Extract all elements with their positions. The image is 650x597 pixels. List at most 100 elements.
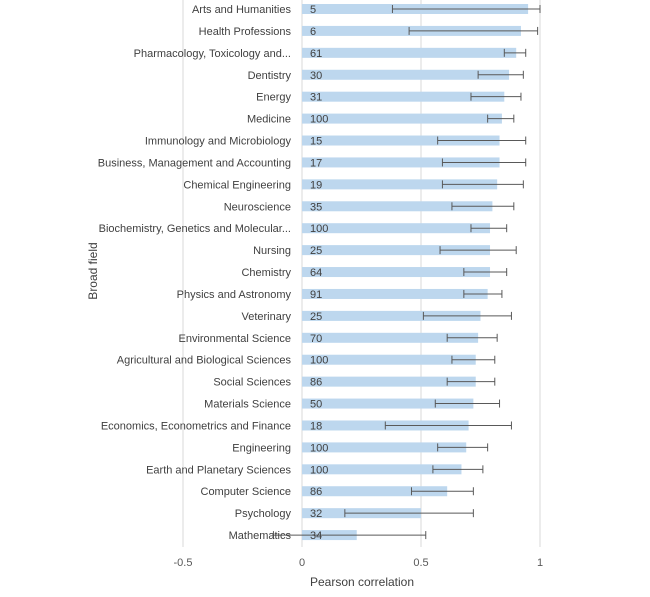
category-label: Environmental Science [178,333,291,345]
x-axis-title: Pearson correlation [310,575,414,589]
y-axis-title: Broad field [86,242,100,299]
count-label: 100 [310,114,328,126]
bar [302,135,500,146]
error-bar [441,158,527,167]
error-bar [408,26,539,35]
category-label: Psychology [235,508,292,520]
bar [302,332,479,343]
error-bar [503,48,527,57]
category-labels: Arts and Humanities Health Professions Pha… [98,4,292,542]
category-label: Earth and Planetary Sciences [146,464,291,476]
bar [302,354,476,365]
category-label: Chemistry [241,267,291,279]
count-label: 32 [310,508,322,520]
error-bar [439,246,517,255]
count-label: 64 [310,267,322,279]
x-tick-label: -0.5 [174,557,193,569]
error-bar [487,114,515,123]
count-label: 18 [310,420,322,432]
bar [302,464,462,475]
error-bar [437,443,489,452]
category-label: Economics, Econometrics and Finance [101,420,291,432]
bar [302,69,510,80]
count-label: 100 [310,355,328,367]
error-bar [434,399,501,408]
category-label: Materials Science [204,399,291,411]
bar [302,486,448,497]
error-bar [470,224,508,233]
count-label: 100 [310,442,328,454]
x-tick-label: 0 [299,557,305,569]
bar [302,201,493,212]
count-label: 30 [310,70,322,82]
category-label: Computer Science [201,486,292,498]
error-bar [451,355,496,364]
error-bar [446,333,498,342]
category-label: Biochemistry, Genetics and Molecular... [99,223,291,235]
count-label: 86 [310,486,322,498]
count-label: 25 [310,311,322,323]
category-label: Energy [256,92,291,104]
category-label: Medicine [247,114,291,126]
count-label: 17 [310,157,322,169]
error-bar [410,487,474,496]
count-label: 86 [310,377,322,389]
count-label: 61 [310,48,322,60]
x-tick-label: 1 [537,557,543,569]
category-label: Veterinary [241,311,291,323]
error-bars [272,5,541,540]
error-bar [463,289,503,298]
count-labels: 5 6 61 30 31 100 15 17 19 35 100 25 64 91 25 70 100 86 50 1… [310,4,328,542]
category-label: Engineering [232,442,291,454]
category-label: Nursing [253,245,291,257]
category-label: Agricultural and Biological Sciences [117,355,292,367]
category-label: Chemical Engineering [183,179,291,191]
bar [302,179,498,190]
error-bar [446,377,496,386]
category-label: Health Professions [199,26,292,38]
error-bar [391,5,541,13]
count-label: 31 [310,92,322,104]
count-label: 35 [310,201,322,213]
bar [302,267,491,278]
category-label: Physics and Astronomy [177,289,292,301]
count-label: 91 [310,289,322,301]
count-label: 5 [310,4,316,16]
category-label: Immunology and Microbiology [145,136,292,148]
bar [302,157,500,168]
count-label: 15 [310,136,322,148]
bar [302,442,467,453]
count-label: 25 [310,245,322,257]
category-label: Social Sciences [213,377,291,389]
error-bar [441,180,524,189]
error-bar [272,531,427,540]
count-label: 50 [310,399,322,411]
category-label: Neuroscience [224,201,291,213]
count-label: 100 [310,464,328,476]
error-bar [470,92,522,101]
bar [302,47,517,58]
error-bar [477,70,524,79]
count-label: 6 [310,26,316,38]
error-bar [437,136,527,145]
error-bar [432,465,484,474]
bar [302,91,505,102]
count-label: 70 [310,333,322,345]
count-label: 100 [310,223,328,235]
category-label: Arts and Humanities [192,4,292,16]
category-label: Mathematics [229,530,292,542]
error-bar [451,202,515,211]
bar [302,310,481,321]
bar [302,223,491,234]
error-bar [384,421,512,430]
bar [302,113,502,124]
bar [302,288,488,299]
bar [302,376,476,387]
category-label: Pharmacology, Toxicology and... [134,48,291,60]
x-tick-label: 0.5 [413,557,428,569]
count-label: 34 [310,530,322,542]
error-bar [422,311,512,320]
error-bar [344,509,474,518]
category-label: Business, Management and Accounting [98,157,291,169]
